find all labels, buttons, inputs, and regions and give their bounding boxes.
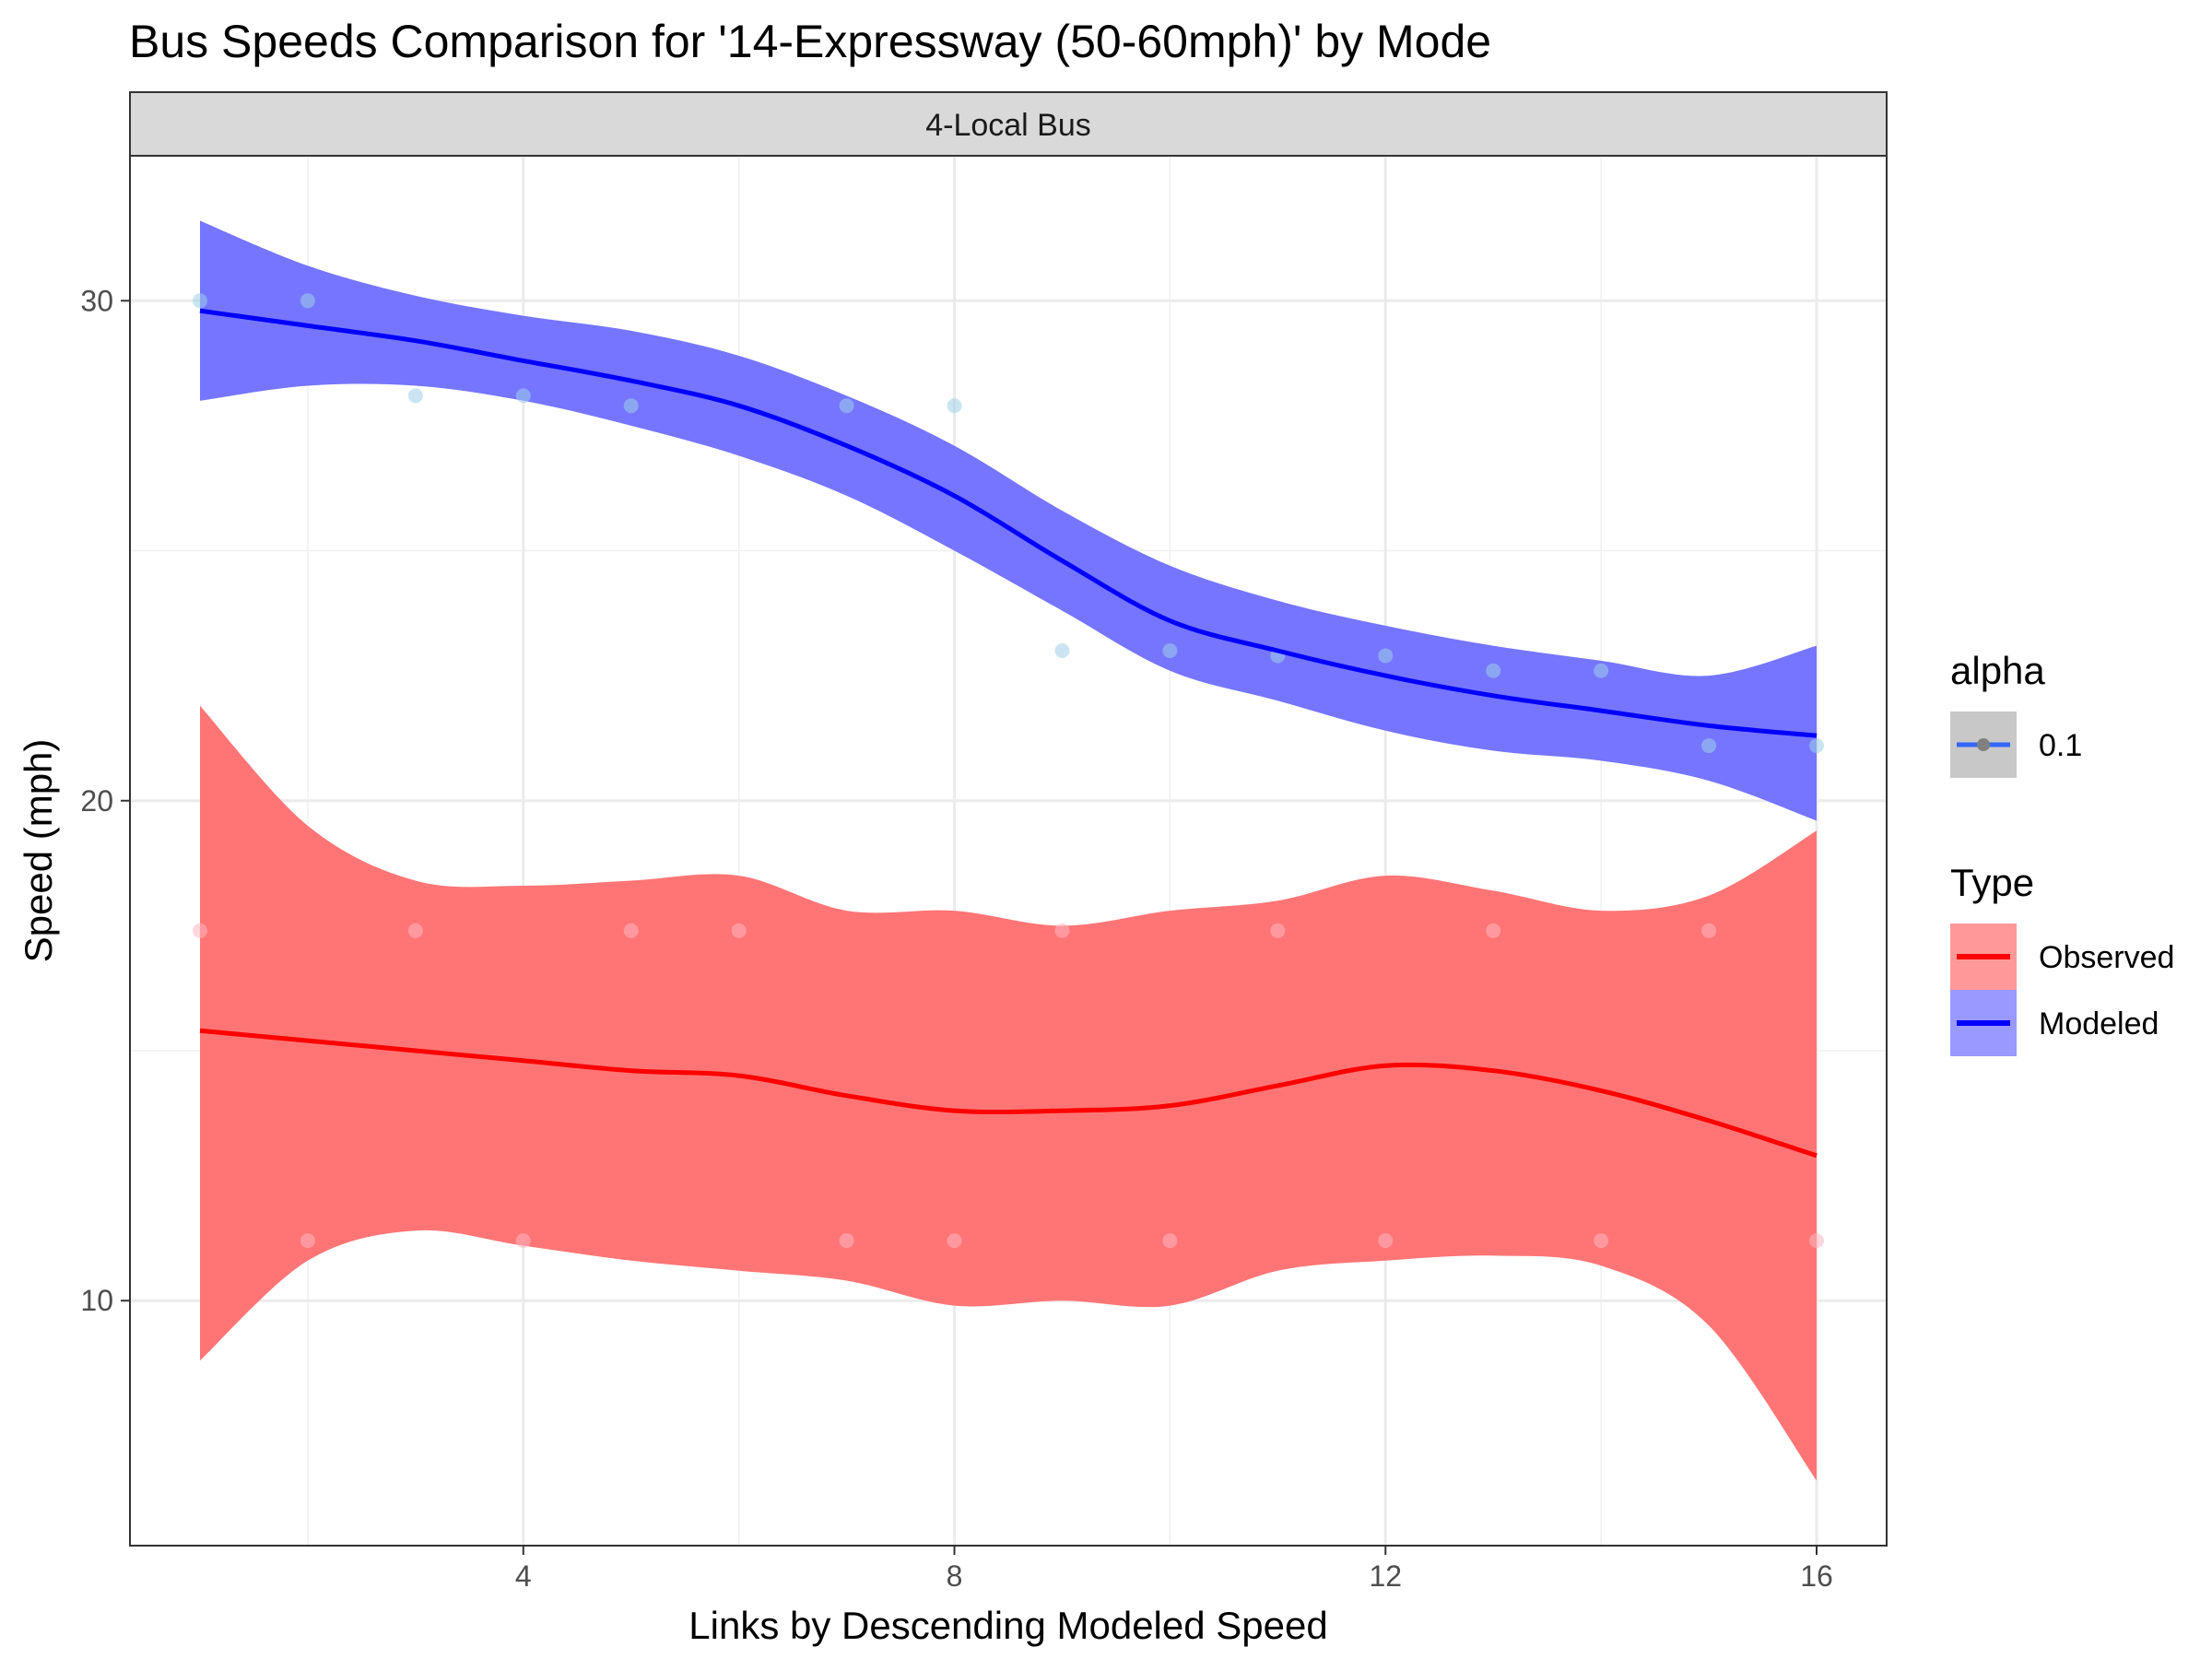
legend: alpha 0.1 Type Observed Modeled bbox=[1950, 649, 2174, 1056]
legend-modeled-key bbox=[1950, 990, 2017, 1056]
modeled-data-point bbox=[193, 293, 208, 309]
observed-data-point bbox=[1808, 1233, 1824, 1249]
observed-data-point bbox=[731, 923, 747, 938]
observed-data-point bbox=[407, 923, 423, 938]
modeled-data-point bbox=[947, 398, 962, 414]
data-points bbox=[193, 293, 1824, 1249]
observed-data-point bbox=[1054, 923, 1070, 938]
observed-data-point bbox=[1486, 923, 1501, 938]
y-axis: 10 20 30 bbox=[80, 284, 130, 1317]
modeled-data-point bbox=[839, 398, 854, 414]
plot-panel bbox=[130, 156, 1887, 1546]
observed-data-point bbox=[515, 1233, 531, 1249]
legend-observed-label: Observed bbox=[2039, 940, 2174, 975]
legend-modeled-label: Modeled bbox=[2039, 1006, 2159, 1041]
observed-data-point bbox=[1270, 923, 1286, 938]
observed-data-point bbox=[1378, 1233, 1394, 1249]
modeled-data-point bbox=[407, 388, 423, 404]
observed-data-point bbox=[300, 1233, 315, 1249]
legend-alpha-label: 0.1 bbox=[2039, 728, 2082, 763]
modeled-data-point bbox=[1701, 738, 1717, 754]
observed-data-point bbox=[193, 923, 208, 938]
modeled-data-point bbox=[300, 293, 315, 309]
modeled-data-point bbox=[515, 388, 531, 404]
modeled-data-point bbox=[1594, 663, 1609, 678]
confidence-bands bbox=[200, 220, 1817, 1481]
observed-confidence-band bbox=[200, 705, 1817, 1481]
x-tick-label: 8 bbox=[947, 1559, 963, 1593]
x-axis-title: Links by Descending Modeled Speed bbox=[688, 1604, 1327, 1647]
y-tick-label: 20 bbox=[80, 784, 113, 818]
x-tick-label: 16 bbox=[1800, 1559, 1833, 1593]
legend-observed-key bbox=[1950, 924, 2017, 990]
facet-strip-label: 4-Local Bus bbox=[925, 108, 1091, 143]
modeled-data-point bbox=[1486, 663, 1501, 678]
observed-data-point bbox=[839, 1233, 854, 1249]
y-tick-label: 10 bbox=[80, 1284, 113, 1317]
observed-data-point bbox=[1701, 923, 1717, 938]
legend-type-title: Type bbox=[1950, 861, 2034, 904]
x-tick-label: 4 bbox=[515, 1559, 532, 1593]
modeled-data-point bbox=[1378, 648, 1394, 664]
modeled-data-point bbox=[623, 398, 639, 414]
legend-alpha-title: alpha bbox=[1950, 649, 2045, 692]
modeled-fit-line bbox=[199, 308, 1818, 738]
modeled-data-point bbox=[1054, 643, 1070, 659]
observed-data-point bbox=[947, 1233, 962, 1249]
x-tick-label: 12 bbox=[1369, 1559, 1402, 1593]
modeled-confidence-band bbox=[200, 220, 1817, 821]
legend-alpha-key bbox=[1950, 712, 2017, 778]
modeled-data-point bbox=[1808, 738, 1824, 754]
plot-panel-border bbox=[129, 155, 1888, 1547]
y-axis-title: Speed (mph) bbox=[17, 739, 60, 963]
chart-title: Bus Speeds Comparison for '14-Expressway… bbox=[129, 16, 1491, 67]
observed-data-point bbox=[623, 923, 639, 938]
observed-data-point bbox=[1594, 1233, 1609, 1249]
fit-lines bbox=[199, 308, 1818, 1159]
x-axis: 4 8 12 16 bbox=[515, 1546, 1833, 1593]
y-tick-label: 30 bbox=[80, 284, 113, 317]
modeled-data-point bbox=[1162, 643, 1178, 659]
facet-strip bbox=[129, 91, 1888, 157]
observed-fit-line bbox=[199, 1028, 1818, 1159]
observed-data-point bbox=[1162, 1233, 1178, 1249]
